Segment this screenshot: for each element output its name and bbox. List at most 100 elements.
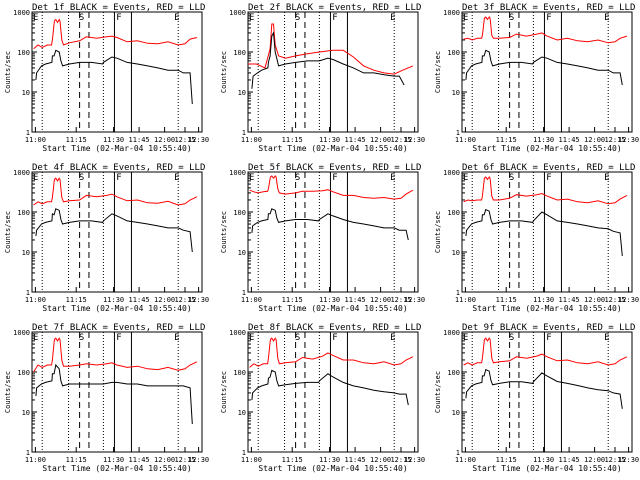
events-series-line [465, 368, 623, 409]
y-tick-label: 10 [238, 409, 246, 417]
panel-det-1: Det 1f BLACK = Events, RED = LLD Counts/s… [4, 3, 209, 153]
x-tick-label: 12:15 [174, 296, 195, 304]
x-tick-label: 12:15 [604, 456, 625, 464]
x-tick-label: 12:00 [370, 456, 391, 464]
panel-det-3: Det 3f BLACK = Events, RED = LLD Counts/s… [434, 3, 639, 153]
event-marker-label: E [33, 333, 38, 343]
events-series-line [465, 49, 623, 86]
plot-frame [461, 11, 633, 133]
chart-title: Det 9f BLACK = Events, RED = LLD [462, 323, 635, 333]
x-tick-label: 11:30 [319, 456, 340, 464]
panel-det-9: Det 9f BLACK = Events, RED = LLD Counts/s… [434, 323, 639, 473]
event-marker-label: E [249, 333, 254, 343]
x-tick-label: 11:45 [129, 456, 150, 464]
x-tick-label: 11:15 [66, 296, 87, 304]
chart-title: Det 6f BLACK = Events, RED = LLD [462, 163, 635, 173]
events-series-line [35, 363, 193, 425]
x-axis-label: Start Time (02-Mar-04 10:55:40) [42, 464, 191, 473]
x-tick-label: 11:30 [319, 296, 340, 304]
x-axis-label: Start Time (02-Mar-04 10:55:40) [258, 144, 407, 153]
y-tick-label: 1000 [13, 169, 30, 177]
x-tick-label: 11:30 [319, 136, 340, 144]
x-tick-label: 12:15 [390, 296, 411, 304]
event-marker-label: E [604, 333, 609, 343]
y-tick-label: 1 [456, 449, 460, 457]
event-marker-label: E [174, 173, 179, 183]
y-tick-label: 10 [22, 409, 30, 417]
event-marker-label: E [604, 13, 609, 23]
lld-series-line [463, 16, 628, 44]
y-tick-label: 10 [22, 249, 30, 257]
x-tick-label: 12:15 [174, 456, 195, 464]
event-marker-label: S [79, 13, 84, 23]
event-marker-label: S [79, 173, 84, 183]
x-tick-label: 12:15 [604, 296, 625, 304]
events-series-line [251, 369, 409, 406]
panel-det-6: Det 6f BLACK = Events, RED = LLD Counts/s… [434, 163, 639, 313]
events-series-line [251, 208, 409, 241]
event-marker-label: E [174, 13, 179, 23]
x-tick-label: 12:00 [584, 296, 605, 304]
panel-det-7: Det 7f BLACK = Events, RED = LLD Counts/s… [4, 323, 209, 473]
x-tick-label: 12:30 [618, 136, 639, 144]
x-axis-label: Start Time (02-Mar-04 10:55:40) [472, 464, 621, 473]
lld-series-line [33, 337, 198, 373]
x-tick-label: 11:00 [455, 296, 476, 304]
y-tick-label: 1000 [13, 9, 30, 17]
lld-series-line [33, 18, 198, 50]
plot-frame [31, 11, 203, 133]
y-tick-label: 100 [17, 369, 30, 377]
event-marker-label: F [332, 13, 337, 23]
y-tick-label: 1 [26, 289, 30, 297]
event-marker-label: F [116, 333, 121, 343]
x-tick-label: 11:30 [103, 456, 124, 464]
y-axis-label: Counts/sec [4, 51, 12, 93]
y-tick-label: 1 [242, 449, 246, 457]
plot-frame [247, 11, 419, 133]
events-series-line [35, 208, 193, 253]
y-tick-label: 10 [452, 409, 460, 417]
plot-frame [461, 171, 633, 293]
event-marker-label: E [249, 173, 254, 183]
plot-frame [247, 171, 419, 293]
x-tick-label: 11:15 [282, 296, 303, 304]
x-tick-label: 12:30 [404, 296, 425, 304]
x-tick-label: 12:30 [404, 136, 425, 144]
y-tick-label: 100 [17, 49, 30, 57]
event-marker-label: E [390, 173, 395, 183]
x-tick-label: 11:45 [345, 296, 366, 304]
y-tick-label: 1000 [229, 169, 246, 177]
chart-title: Det 3f BLACK = Events, RED = LLD [462, 3, 635, 13]
x-tick-label: 12:30 [618, 296, 639, 304]
event-marker-label: F [332, 333, 337, 343]
y-tick-label: 10 [22, 89, 30, 97]
x-axis-label: Start Time (02-Mar-04 10:55:40) [42, 304, 191, 313]
event-marker-label: E [463, 173, 468, 183]
y-tick-label: 1 [26, 129, 30, 137]
y-axis-label: Counts/sec [434, 371, 442, 413]
x-axis-label: Start Time (02-Mar-04 10:55:40) [258, 304, 407, 313]
x-tick-label: 11:30 [533, 456, 554, 464]
y-tick-label: 1000 [443, 329, 460, 337]
event-marker-label: F [332, 173, 337, 183]
chart-title: Det 2f BLACK = Events, RED = LLD [248, 3, 421, 13]
event-marker-label: S [509, 13, 514, 23]
x-tick-label: 11:00 [241, 456, 262, 464]
panel-det-2: Det 2f BLACK = Events, RED = LLD Counts/s… [220, 3, 425, 153]
event-marker-label: E [33, 13, 38, 23]
x-tick-label: 12:00 [584, 136, 605, 144]
events-series-line [465, 208, 623, 256]
x-tick-label: 11:00 [241, 136, 262, 144]
x-tick-label: 11:15 [66, 456, 87, 464]
x-tick-label: 11:15 [496, 296, 517, 304]
y-tick-label: 100 [447, 369, 460, 377]
event-marker-label: E [463, 333, 468, 343]
event-marker-label: E [174, 333, 179, 343]
y-axis-label: Counts/sec [434, 51, 442, 93]
x-tick-label: 12:30 [404, 456, 425, 464]
event-marker-label: S [79, 333, 84, 343]
y-axis-label: Counts/sec [434, 211, 442, 253]
x-tick-label: 11:00 [455, 136, 476, 144]
y-tick-label: 100 [17, 209, 30, 217]
y-tick-label: 100 [447, 49, 460, 57]
